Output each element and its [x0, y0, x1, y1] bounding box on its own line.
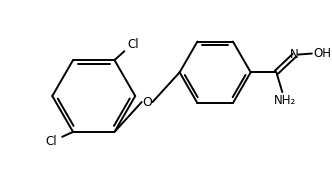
Text: O: O	[142, 96, 152, 109]
Text: NH₂: NH₂	[274, 94, 296, 108]
Text: Cl: Cl	[127, 38, 139, 51]
Text: N: N	[290, 48, 298, 61]
Text: Cl: Cl	[45, 135, 57, 148]
Text: OH: OH	[314, 47, 332, 60]
